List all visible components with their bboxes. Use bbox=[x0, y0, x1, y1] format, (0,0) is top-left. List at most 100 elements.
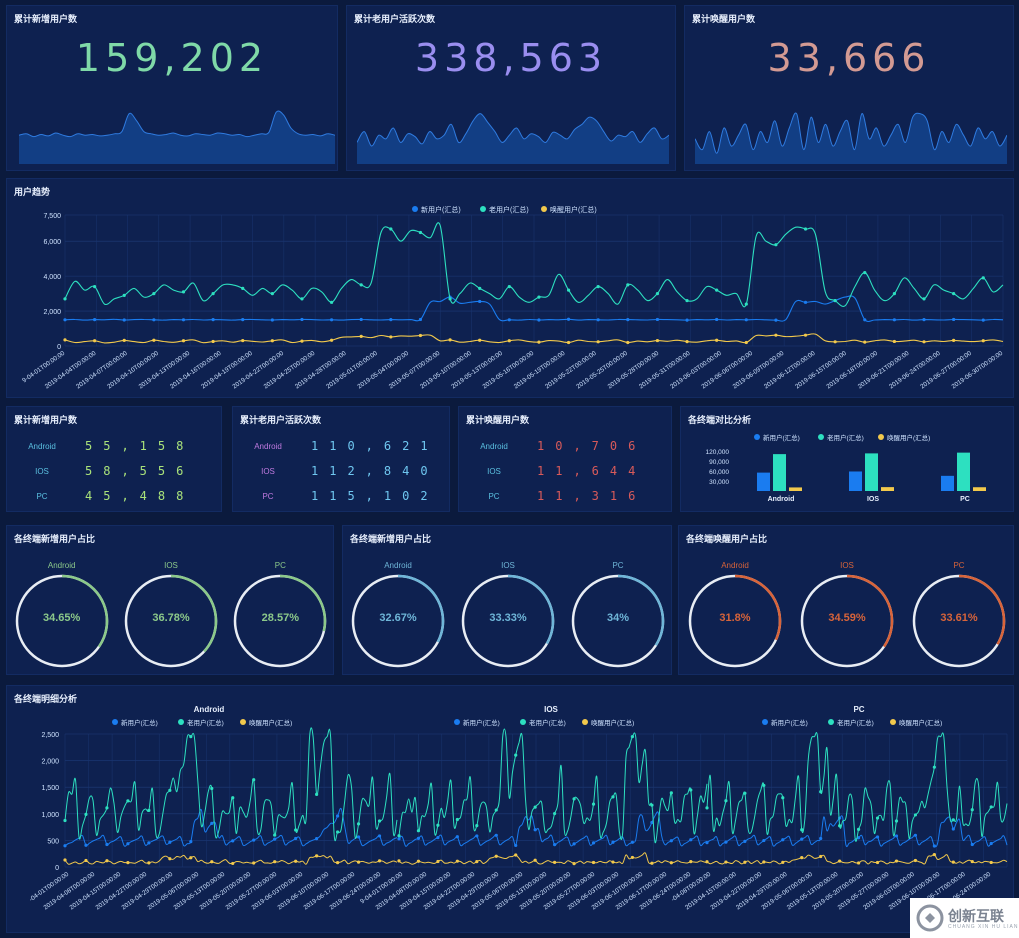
data-point bbox=[478, 338, 482, 342]
x-tick-label: PC bbox=[960, 496, 970, 503]
terminal-value: 10,706 bbox=[537, 439, 647, 453]
data-point bbox=[122, 293, 126, 297]
data-point bbox=[300, 339, 304, 343]
series-line bbox=[706, 853, 1008, 865]
data-point bbox=[189, 840, 193, 844]
data-point bbox=[152, 318, 156, 322]
series-line bbox=[64, 727, 398, 842]
total-wake-users-panel: 累计唤醒用户数 33,666 bbox=[684, 5, 1014, 171]
data-point bbox=[856, 836, 861, 840]
data-point bbox=[315, 854, 319, 858]
data-point bbox=[147, 861, 151, 865]
series-line bbox=[64, 222, 1004, 308]
data-point bbox=[181, 318, 186, 322]
bar bbox=[789, 487, 802, 491]
data-point bbox=[105, 842, 109, 847]
x-tick-label: 2019-06-24T00:00:00 bbox=[888, 350, 942, 391]
data-point bbox=[819, 836, 823, 841]
terminal-value: 110,621 bbox=[311, 439, 439, 453]
terminal-row: IOS 112,840 bbox=[233, 464, 449, 484]
data-point bbox=[892, 318, 896, 322]
total-new-users-panel: 累计新增用户数 159,202 bbox=[6, 5, 338, 171]
y-tick-label: 500 bbox=[47, 838, 59, 845]
donut-arc bbox=[351, 574, 445, 668]
data-point bbox=[168, 788, 172, 792]
legend-marker bbox=[878, 434, 884, 440]
x-tick-label: 2019-05-07T00:00:00 bbox=[388, 350, 442, 391]
data-point bbox=[951, 827, 955, 831]
data-point bbox=[685, 340, 689, 344]
x-tick-label: 2019-04-28T00:00:00 bbox=[294, 350, 348, 391]
legend-label: 新用户(汇总) bbox=[763, 433, 800, 442]
data-point bbox=[507, 318, 511, 322]
donut-value: 31.8% bbox=[719, 612, 751, 624]
brand-logo: 创新互联 CHUANG XIN HU LIAN bbox=[910, 898, 1019, 938]
legend-marker bbox=[754, 434, 760, 440]
legend-label: 新用户(汇总) bbox=[121, 718, 158, 727]
y-tick-label: 7,500 bbox=[43, 213, 61, 220]
legend-label: 老用户(汇总) bbox=[837, 718, 874, 727]
data-point bbox=[596, 340, 600, 344]
donut-value: 33.33% bbox=[489, 612, 527, 624]
series-line bbox=[64, 295, 1004, 323]
data-point bbox=[762, 838, 766, 843]
data-point bbox=[356, 860, 361, 864]
data-point bbox=[168, 857, 172, 861]
x-tick-label: 2019-05-31T00:00:00 bbox=[638, 350, 692, 391]
data-point bbox=[630, 840, 635, 844]
terminal-label: IOS bbox=[35, 467, 49, 476]
y-tick-label: 90,000 bbox=[709, 459, 729, 466]
user-trend-chart: 新用户(汇总) 老用户(汇总) 唤醒用户(汇总) 7,500 6,000 4,000 2,… bbox=[21, 205, 1004, 391]
data-point bbox=[819, 854, 823, 859]
bar bbox=[773, 454, 786, 491]
terminal-label: Android bbox=[254, 442, 282, 451]
data-point bbox=[932, 844, 936, 848]
data-point bbox=[507, 285, 511, 289]
data-point bbox=[514, 753, 518, 757]
legend-label: 唤醒用户(汇总) bbox=[550, 205, 597, 214]
bar bbox=[957, 452, 970, 491]
series-line bbox=[64, 807, 398, 847]
donut-label: Android bbox=[47, 561, 76, 570]
terminal-row: PC 115,102 bbox=[233, 489, 449, 509]
data-point bbox=[478, 286, 482, 290]
data-point bbox=[335, 860, 340, 865]
legend: 新用户(汇总) 老用户(汇总) 唤醒用户(汇总) bbox=[412, 205, 597, 214]
data-point bbox=[744, 340, 748, 345]
data-point bbox=[241, 338, 245, 343]
data-point bbox=[685, 298, 689, 303]
data-point bbox=[329, 338, 334, 342]
data-point bbox=[892, 339, 896, 344]
donut-arc bbox=[461, 574, 555, 668]
terminal-compare-panel: 各终端对比分析 新用户(汇总) 老用户(汇总) 唤醒用户(汇总) 120,000 90… bbox=[680, 406, 1014, 512]
x-tick-label: 2019-05-01T00:00:00 bbox=[325, 350, 379, 391]
data-point bbox=[892, 292, 896, 296]
series-line bbox=[398, 811, 708, 847]
legend-label: 新用户(汇总) bbox=[771, 718, 808, 727]
data-point bbox=[715, 338, 719, 342]
data-point bbox=[448, 338, 452, 342]
total-value: 159,202 bbox=[75, 36, 269, 80]
x-tick-label: 2019-04-07T00:00:00 bbox=[75, 350, 129, 391]
ratio-donut bbox=[688, 574, 782, 668]
data-point bbox=[231, 839, 235, 843]
subchart-title: Android bbox=[194, 705, 225, 714]
bar bbox=[881, 487, 894, 491]
data-point bbox=[189, 856, 193, 860]
data-point bbox=[494, 808, 498, 812]
data-point bbox=[650, 820, 654, 825]
data-point bbox=[63, 338, 67, 342]
data-point bbox=[359, 317, 363, 322]
data-point bbox=[863, 340, 867, 344]
x-tick-label: 2019-04-10T00:00:00 bbox=[106, 350, 160, 391]
donut-label: Android bbox=[384, 561, 412, 570]
x-tick-label: 2019-06-18T00:00:00 bbox=[825, 350, 879, 391]
data-point bbox=[838, 859, 842, 863]
total-value: 338,563 bbox=[414, 36, 608, 80]
data-point bbox=[377, 819, 382, 823]
subchart-title: PC bbox=[853, 705, 864, 714]
data-point bbox=[932, 765, 936, 769]
data-point bbox=[685, 318, 689, 322]
data-point bbox=[455, 817, 459, 822]
data-point bbox=[122, 318, 126, 322]
